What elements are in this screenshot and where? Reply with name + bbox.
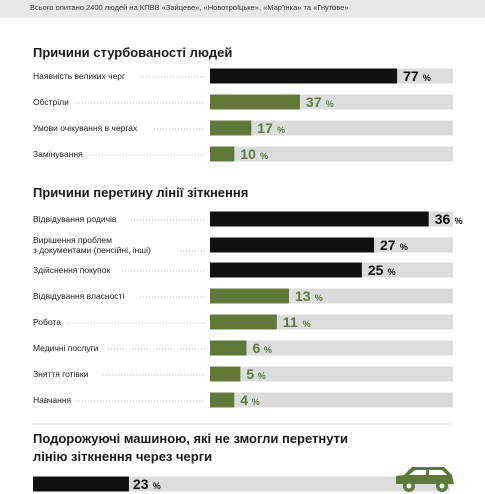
category-label: Замінування bbox=[33, 149, 83, 159]
bar-track bbox=[210, 392, 453, 408]
value-unit: % bbox=[326, 99, 334, 109]
category-label: Умови очікування в чергах bbox=[33, 123, 138, 133]
bar-track bbox=[210, 120, 453, 136]
bar bbox=[210, 120, 252, 136]
value-label: 77 bbox=[403, 68, 419, 84]
value-label: 17 bbox=[257, 120, 273, 136]
value-unit: % bbox=[400, 242, 408, 252]
bar bbox=[210, 366, 241, 382]
value-unit: % bbox=[260, 151, 268, 161]
value-label: 25 bbox=[368, 262, 384, 278]
car-icon bbox=[396, 467, 454, 492]
subtitle-bar: Всього опитано 2400 людей на КПВВ «Зайце… bbox=[0, 0, 485, 18]
value-unit: % bbox=[277, 125, 285, 135]
value-label: 27 bbox=[380, 237, 396, 253]
bar bbox=[210, 237, 375, 253]
value-label: 37 bbox=[306, 94, 322, 110]
value-label: 36 bbox=[435, 211, 451, 227]
value-label: 10 bbox=[240, 146, 256, 162]
bar bbox=[210, 392, 235, 408]
bar bbox=[33, 476, 129, 492]
chart-title: Причини стурбованості людей bbox=[33, 45, 232, 60]
category-label: Здійснення покупок bbox=[33, 265, 110, 275]
value-label: 6 bbox=[252, 340, 260, 356]
bar bbox=[210, 314, 277, 330]
category-label: Медичні послуги bbox=[33, 343, 99, 353]
value-label: 23 bbox=[133, 476, 149, 492]
bar-track bbox=[210, 146, 453, 162]
category-label: Відвідування власності bbox=[33, 291, 124, 301]
value-label: 13 bbox=[295, 288, 311, 304]
bar-track bbox=[33, 476, 450, 492]
bar bbox=[210, 94, 300, 110]
value-label: 5 bbox=[246, 366, 254, 382]
bar bbox=[210, 68, 398, 84]
value-unit: % bbox=[388, 267, 396, 277]
category-label: Навчання bbox=[33, 395, 72, 405]
value-label: 11 bbox=[283, 314, 298, 330]
category-label: Обстріли bbox=[33, 97, 69, 107]
category-label: Наявність великих черг bbox=[33, 71, 125, 81]
survey-subtitle: Всього опитано 2400 людей на КПВВ «Зайце… bbox=[30, 3, 349, 12]
chart-title: лінію зіткнення через черги bbox=[33, 449, 212, 464]
category-label: Відвідування родичів bbox=[33, 214, 117, 224]
value-unit: % bbox=[455, 216, 463, 226]
bar bbox=[210, 340, 247, 356]
value-unit: % bbox=[315, 293, 323, 303]
chart-title: Подорожуючі машиною, які не змогли перет… bbox=[33, 431, 348, 446]
value-unit: % bbox=[264, 345, 272, 355]
value-unit: % bbox=[252, 397, 260, 407]
value-unit: % bbox=[303, 319, 311, 329]
value-unit: % bbox=[258, 371, 266, 381]
value-unit: % bbox=[423, 73, 431, 83]
chart-title: Причини перетину лінії зіткнення bbox=[33, 185, 248, 200]
category-label: Вирішення проблем bbox=[33, 235, 112, 245]
value-unit: % bbox=[153, 481, 161, 491]
bar bbox=[210, 288, 289, 304]
category-label: Зняття готівки bbox=[33, 369, 89, 379]
bar bbox=[210, 262, 362, 278]
category-label: Робота bbox=[33, 317, 61, 327]
bar bbox=[210, 146, 235, 162]
bar-track bbox=[210, 340, 453, 356]
bar bbox=[210, 211, 429, 227]
bar-track bbox=[210, 366, 453, 382]
category-label: з документами (пенсійні, інші) bbox=[33, 245, 151, 255]
value-label: 4 bbox=[240, 392, 248, 408]
